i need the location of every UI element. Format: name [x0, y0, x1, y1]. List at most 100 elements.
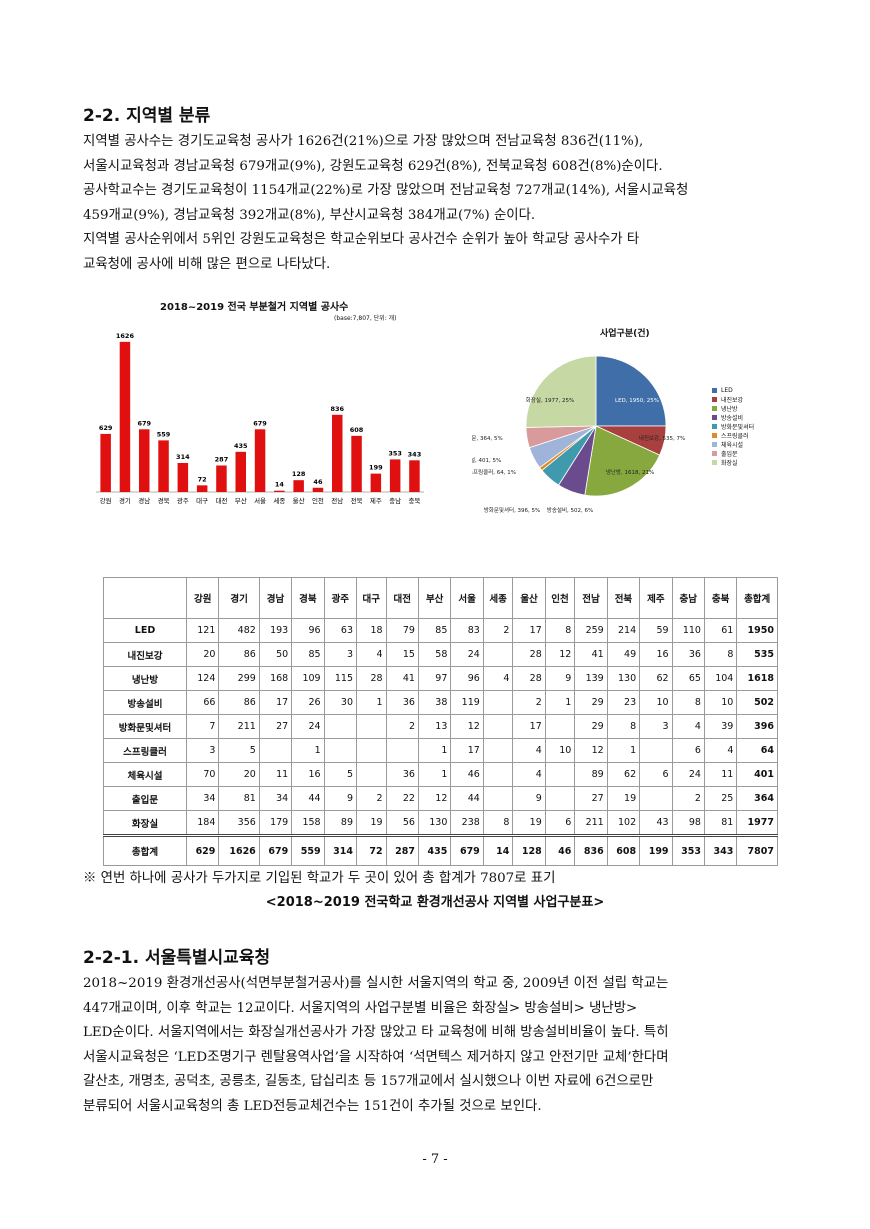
table-row: 방화문및셔터 7 211 27 24 2 13 12 17 29 8 3 4 39 396 — [103, 714, 778, 739]
table-cell: 6 — [544, 810, 576, 836]
table-cell — [482, 714, 514, 739]
table-cell: 12 — [417, 786, 452, 811]
bar-value-label: 679 — [253, 419, 267, 427]
pie-slice — [525, 355, 597, 428]
pie-chart: 사업구분(건) LED, 1950, 25% 내진보강, 535, 7% 냉난방, … — [472, 322, 772, 527]
table-column-header: 제주 — [639, 577, 673, 619]
table-cell: 299 — [218, 666, 260, 691]
table-cell: 110 — [671, 618, 705, 643]
table-cell: 396 — [736, 714, 778, 739]
table-cell — [639, 786, 673, 811]
section-title: 2-2. 지역별 분류 — [83, 106, 211, 126]
table-cell: 364 — [736, 786, 778, 811]
pie-legend-item: 출입문 — [712, 449, 754, 458]
table-caption: <2018~2019 전국학교 환경개선공사 지역별 사업구분표> — [265, 895, 605, 910]
table-cell: 27 — [574, 786, 608, 811]
bar-chart-plot: 629 강원 1626 경기 679 경남 559 경북 314 광주 72 대구 287 대전 435 부산… — [96, 332, 425, 505]
bar — [119, 341, 131, 492]
legend-swatch — [712, 460, 717, 465]
table-cell: 17 — [512, 618, 546, 643]
table-cell: 44 — [291, 786, 325, 811]
table-cell: 61 — [703, 618, 738, 643]
bar — [216, 465, 227, 492]
table-cell: 14 — [482, 834, 514, 866]
table-cell: 46 — [544, 834, 576, 866]
bar-category-label: 충북 — [408, 496, 420, 505]
table-cell: 12 — [544, 642, 576, 667]
bar-value-label: 128 — [292, 470, 306, 478]
table-row-header: LED — [103, 618, 187, 643]
table-column-header: 전남 — [574, 577, 608, 619]
bar — [100, 433, 111, 492]
pie-slice — [595, 355, 667, 427]
bar-category-label: 경남 — [138, 496, 150, 505]
table-cell: 130 — [606, 666, 641, 691]
bar — [158, 440, 169, 492]
table-cell: 4 — [703, 738, 738, 763]
legend-label: 화장실 — [721, 460, 738, 467]
table-cell: 482 — [218, 618, 260, 643]
table-row-header: 방화문및셔터 — [103, 714, 187, 739]
table-cell: 25 — [703, 786, 738, 811]
table-cell: 121 — [185, 618, 220, 643]
table-row: 출입문 34 81 34 44 9 2 22 12 44 9 27 19 2 25 364 — [103, 786, 778, 811]
table-column-header: 대전 — [385, 577, 419, 619]
table-cell: 24 — [671, 762, 705, 787]
table-cell — [385, 738, 419, 763]
table-cell: 43 — [639, 810, 673, 836]
table-cell: 435 — [417, 834, 452, 866]
table-cell: 199 — [639, 834, 673, 866]
bar-chart: 2018~2019 전국 부분철거 지역별 공사수 (base:7,807, 단… — [88, 290, 438, 520]
bar-chart-title: 2018~2019 전국 부분철거 지역별 공사수 — [160, 302, 349, 313]
table-cell: 5 — [218, 738, 260, 763]
table-cell: 2 — [671, 786, 705, 811]
bar-category-label: 제주 — [370, 497, 382, 505]
table-cell: 356 — [218, 810, 260, 836]
pie-slice-label: LED, 1950, 25% — [615, 398, 659, 404]
bar-category-label: 광주 — [177, 497, 189, 505]
table-cell: 85 — [291, 642, 325, 667]
table-cell: 16 — [639, 642, 673, 667]
table-cell: 23 — [606, 690, 641, 715]
table-cell: 86 — [218, 642, 260, 667]
table-cell: 608 — [606, 834, 641, 866]
table-cell: 97 — [417, 666, 452, 691]
table-cell: 38 — [417, 690, 452, 715]
table-header-row: 강원 경기 경남 경북 광주 대구 대전 부산 서울 세종 울산 인천 전남 전북 제주 충남 충북 총합계 — [103, 577, 778, 619]
legend-swatch — [712, 424, 717, 429]
bar-category-label: 경북 — [158, 496, 170, 505]
table-cell: 168 — [258, 666, 293, 691]
table-cell: 8 — [544, 618, 576, 643]
pie-slice-label: 스프링클러, 64, 1% — [472, 468, 516, 476]
legend-swatch — [712, 388, 717, 393]
intro-line: 서울시교육청과 경남교육청 679개교(9%), 강원도교육청 629건(8%)… — [83, 158, 663, 174]
legend-label: 내진보강 — [721, 397, 744, 404]
table-column-header: 서울 — [450, 577, 484, 619]
table-row-header: 총합계 — [103, 834, 187, 866]
table-cell: 85 — [417, 618, 452, 643]
table-cell: 8 — [703, 642, 738, 667]
table-cell: 18 — [356, 618, 387, 643]
pie-legend-item: 내진보강 — [712, 395, 754, 404]
table-cell: 44 — [450, 786, 484, 811]
table-column-header: 부산 — [417, 577, 452, 619]
table-row-header: 내진보강 — [103, 642, 187, 667]
bar-chart-subtitle: (base:7,807, 단위: 개) — [334, 315, 397, 322]
table-total-row: 총합계 629 1626 679 559 314 72 287 435 679 14 128 46 836… — [103, 834, 778, 866]
intro-paragraph: 지역별 공사수는 경기도교육청 공사가 1626건(21%)으로 가장 많았으며… — [83, 130, 688, 277]
table-cell: 28 — [512, 642, 546, 667]
region-project-table: 강원 경기 경남 경북 광주 대구 대전 부산 서울 세종 울산 인천 전남 전북 제주 충남 충북 총합계 LED… — [103, 577, 778, 866]
pie-slice-label: 출입문, 364, 5% — [472, 434, 503, 442]
table-row: LED 121 482 193 96 63 18 79 85 83 2 17 8 259 214 59 110 6… — [103, 618, 778, 643]
table-cell: 17 — [512, 714, 546, 739]
table-cell: 3 — [185, 738, 220, 763]
seoul-line: 447개교이며, 이후 학교는 12교이다. 서울지역의 사업구분별 비율은 화… — [83, 1000, 638, 1016]
table-row: 방송설비 66 86 17 26 30 1 36 38 119 2 1 29 23 10 8 10 502 — [103, 690, 778, 715]
bar-category-label: 울산 — [293, 496, 305, 505]
table-row-header: 체육시설 — [103, 762, 187, 787]
table-column-header: 대구 — [356, 577, 387, 619]
table-cell: 629 — [185, 834, 220, 866]
table-cell: 1 — [291, 738, 325, 763]
bar-category-label: 부산 — [235, 496, 247, 505]
table-cell: 7 — [185, 714, 220, 739]
